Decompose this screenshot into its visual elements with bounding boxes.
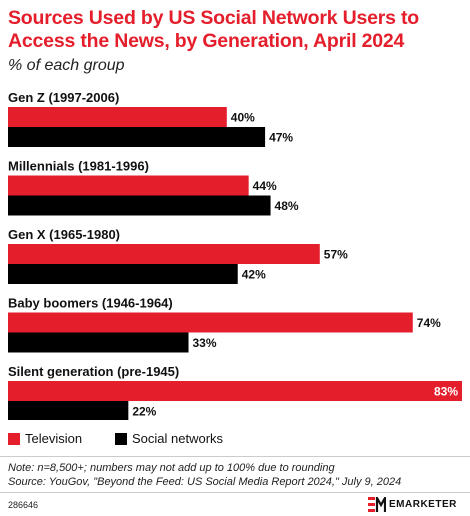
bar-television (8, 107, 227, 127)
category-label: Gen X (1965-1980) (8, 227, 120, 242)
footnote-source: Source: YouGov, "Beyond the Feed: US Soc… (8, 476, 402, 488)
bar-television (8, 312, 413, 333)
bar-chart: Gen Z (1997-2006) 40% 47% Millennials (1981… (8, 90, 462, 420)
category-label: Gen Z (1997-2006) (8, 90, 119, 105)
em-logo-icon (368, 497, 386, 512)
chart-id: 286646 (8, 500, 39, 510)
brand-name: EMARKETER (389, 499, 457, 510)
divider (0, 492, 470, 493)
bar-social-networks (8, 195, 271, 216)
bar-social-networks (8, 401, 129, 420)
category-label: Silent generation (pre-1945) (8, 364, 179, 379)
divider (0, 456, 470, 457)
data-label: 44% (253, 179, 277, 193)
data-label: 42% (242, 268, 266, 282)
legend-swatch-social-networks (115, 433, 127, 445)
data-label: 83% (434, 385, 458, 399)
chart-title: Sources Used by US Social Network Users … (8, 7, 419, 52)
data-label: 33% (193, 336, 217, 350)
footnote-note: Note: n=8,500+; numbers may not add up t… (8, 462, 335, 474)
legend-label-television: Television (25, 431, 83, 446)
chart-subtitle: % of each group (8, 57, 125, 74)
legend-label-social-networks: Social networks (132, 431, 224, 446)
bar-television (8, 244, 320, 264)
bar-social-networks (8, 127, 266, 147)
emarketer-logo[interactable]: EMARKETER (368, 496, 466, 514)
bar-television (8, 175, 249, 196)
data-label: 48% (275, 199, 299, 213)
category-label: Baby boomers (1946-1964) (8, 296, 173, 311)
data-label: 57% (324, 248, 348, 262)
category-label: Millennials (1981-1996) (8, 159, 149, 174)
data-label: 40% (231, 111, 255, 125)
bar-social-networks (8, 332, 189, 353)
legend-swatch-television (8, 433, 20, 445)
data-label: 74% (417, 316, 441, 330)
data-label: 47% (269, 131, 293, 145)
data-label: 22% (132, 405, 156, 419)
bar-television (8, 381, 462, 401)
bar-social-networks (8, 264, 238, 284)
